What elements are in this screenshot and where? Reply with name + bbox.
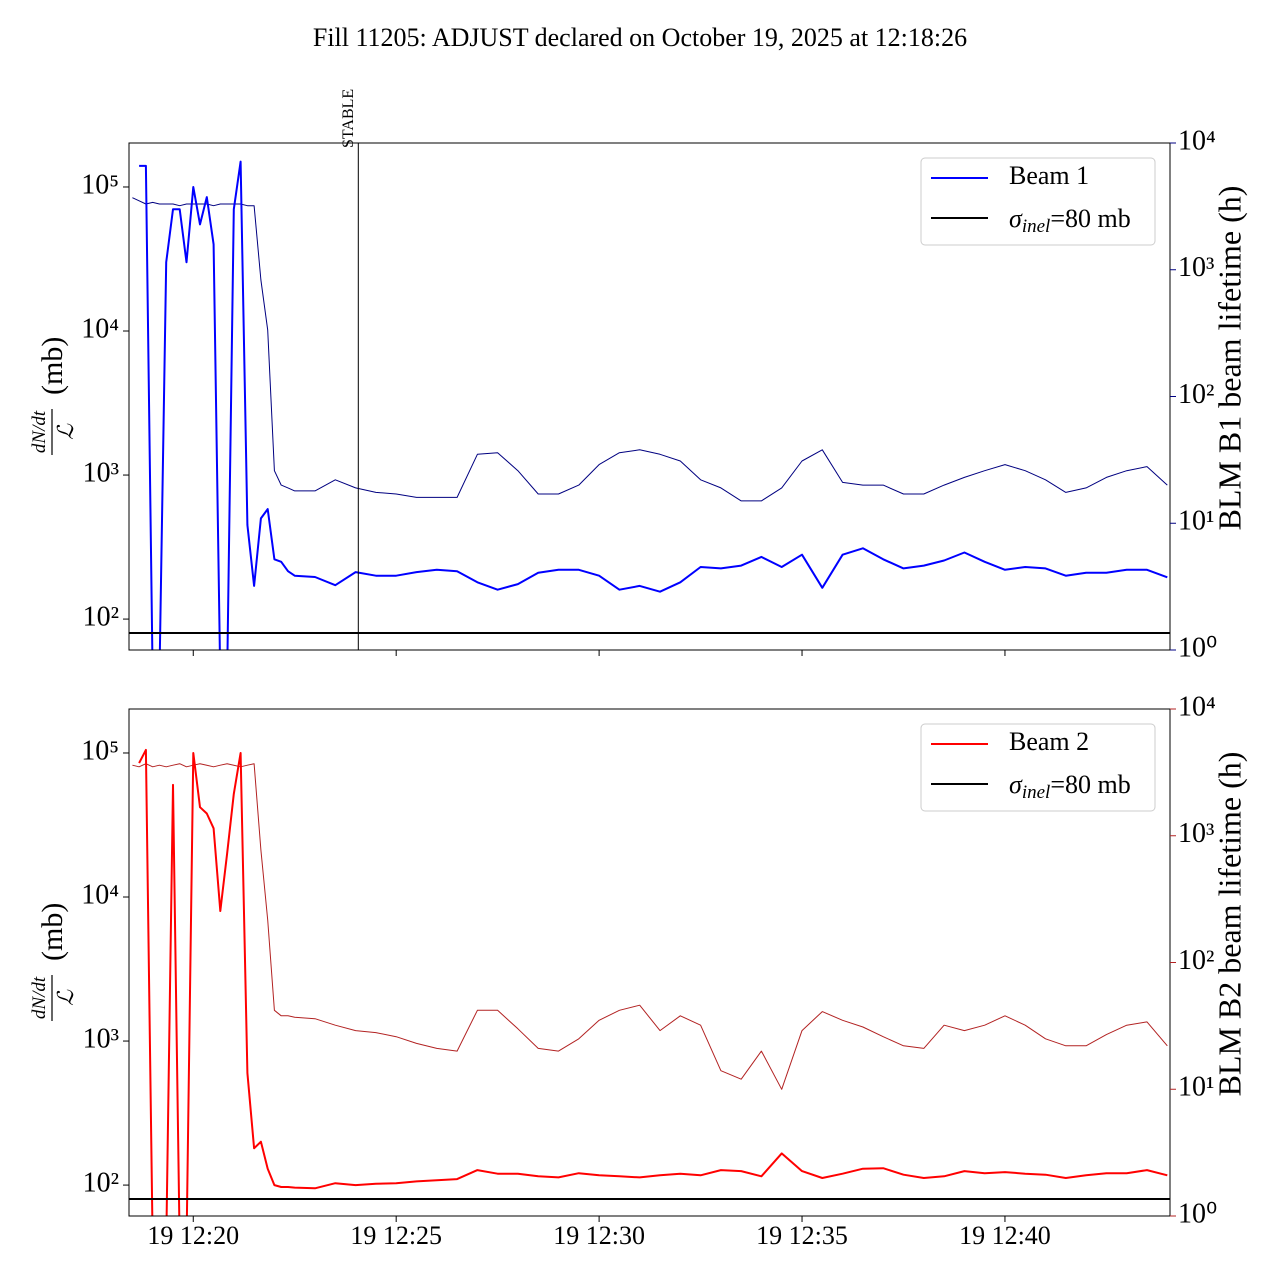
y-tick-label: 10⁵: [81, 169, 119, 200]
plot-area: [132, 748, 1168, 1216]
y-tick-label: 10⁴: [81, 879, 119, 910]
legend-text: =80 mb: [1050, 770, 1130, 799]
y-axis-label: dN/dt ℒ (mb): [29, 337, 78, 455]
y-tick-label: 10³: [83, 457, 119, 488]
y2-tick-label: 10²: [1178, 945, 1214, 976]
y2-tick-label: 10¹: [1178, 1072, 1214, 1103]
y-label-unit: (mb): [36, 337, 69, 395]
legend-subscript: inel: [1022, 216, 1051, 237]
lifetime-line: [132, 763, 1168, 1090]
legend-label: σinel=80 mb: [1009, 770, 1131, 803]
legend-symbol: σ: [1009, 204, 1023, 233]
y2-tick-label: 10⁰: [1178, 1198, 1217, 1229]
legend-subscript: inel: [1022, 782, 1051, 803]
plot-area: [132, 160, 1168, 650]
legend-label: Beam 1: [1009, 161, 1089, 190]
y2-axis-label: BLM B1 beam lifetime (h): [1211, 186, 1247, 531]
legend-label: Beam 2: [1009, 727, 1089, 756]
y-label-unit: (mb): [36, 903, 69, 961]
y2-tick-label: 10⁴: [1178, 691, 1216, 722]
y2-tick-label: 10⁴: [1178, 125, 1216, 156]
y2-tick-label: 10³: [1178, 252, 1214, 283]
legend-symbol: σ: [1009, 770, 1023, 799]
y-tick-label: 10⁴: [81, 313, 119, 344]
y-label-numerator: dN/dt: [29, 410, 50, 453]
x-tick-label: 19 12:40: [959, 1221, 1051, 1250]
legend-box: [920, 157, 1156, 246]
y2-tick-label: 10¹: [1178, 506, 1214, 537]
legend-box: [920, 723, 1156, 812]
x-tick-label: 19 12:30: [553, 1221, 645, 1250]
y-label-denominator: ℒ: [53, 423, 78, 440]
x-tick-label: 19 12:20: [147, 1221, 239, 1250]
y-label-denominator: ℒ: [53, 989, 78, 1006]
x-tick-label: 19 12:35: [756, 1221, 848, 1250]
y-axis-label: dN/dt ℒ (mb): [29, 903, 78, 1021]
y2-axis-label: BLM B2 beam lifetime (h): [1211, 752, 1247, 1097]
y2-tick-label: 10⁰: [1178, 632, 1217, 663]
chart-title: Fill 11205: ADJUST declared on October 1…: [313, 23, 967, 52]
beam-line: [138, 748, 1168, 1216]
y2-tick-label: 10³: [1178, 818, 1214, 849]
legend-text: =80 mb: [1050, 204, 1130, 233]
y-tick-label: 10³: [83, 1023, 119, 1054]
annotation-label: STABLE: [340, 89, 357, 148]
beam-line: [139, 160, 1168, 650]
y2-tick-label: 10²: [1178, 379, 1214, 410]
y-label-numerator: dN/dt: [29, 976, 50, 1019]
legend-label: σinel=80 mb: [1009, 204, 1131, 237]
x-tick-label: 19 12:25: [350, 1221, 442, 1250]
y-tick-label: 10²: [83, 602, 119, 633]
y-tick-label: 10⁵: [81, 735, 119, 766]
y-tick-label: 10²: [83, 1168, 119, 1199]
